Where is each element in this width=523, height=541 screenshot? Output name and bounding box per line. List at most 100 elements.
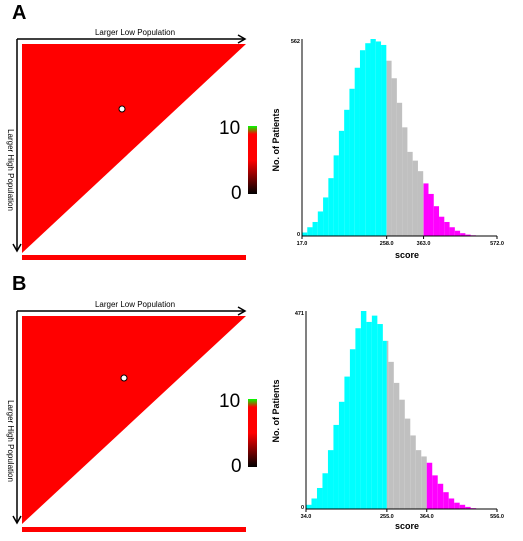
scale-min-label: 0 [231, 183, 242, 204]
histogram-bar [402, 127, 408, 236]
histogram-bar [359, 50, 366, 236]
left-axis-arrowhead [12, 243, 22, 253]
x-tick-label: 572.0 [490, 241, 504, 247]
histogram-bar [415, 450, 422, 509]
color-scale-bar [248, 126, 257, 194]
histogram-bar [433, 206, 440, 236]
histogram-bar [366, 321, 372, 509]
histogram-bar [391, 78, 397, 236]
histogram-x-label: score [395, 521, 419, 531]
histogram-bar [355, 328, 361, 509]
histogram-bar [323, 197, 329, 236]
histogram-bar [459, 504, 466, 509]
heatmap-bottom-bar [22, 255, 246, 260]
top-axis-label: Larger Low Population [95, 300, 175, 309]
histogram-bar [354, 67, 360, 236]
histogram-bar [307, 227, 313, 236]
histogram-bar [454, 502, 460, 509]
panel-label: A [12, 2, 27, 24]
x-tick-label: 255.0 [380, 514, 394, 520]
left-axis-arrowhead [12, 515, 22, 525]
histogram-bar [444, 221, 450, 236]
scale-max-label: 10 [219, 391, 240, 412]
x-tick-label: 364.0 [420, 514, 434, 520]
x-tick-label: 363.0 [417, 241, 431, 247]
histogram-bar [437, 483, 444, 509]
histogram-bar [312, 221, 318, 236]
histogram-bar [311, 498, 317, 509]
histogram-bar [407, 151, 413, 236]
histogram-bar [428, 193, 434, 236]
histogram-bar [338, 401, 345, 509]
panel-label: B [12, 273, 27, 295]
histogram-bar [349, 88, 355, 236]
histogram-bar [327, 450, 334, 509]
panel-b: B Larger Low Population Larger High Popu… [0, 271, 523, 541]
histogram-bar [460, 233, 466, 236]
histogram-bar [388, 361, 394, 509]
histogram-bar [410, 435, 416, 509]
panel-a-svg: Larger Low Population Larger High Popula… [6, 28, 504, 260]
top-axis-arrowhead [237, 306, 247, 316]
heatmap-triangle [22, 316, 246, 524]
histogram-x-label: score [395, 250, 419, 260]
x-tick-label: 258.0 [380, 241, 394, 247]
y-zero-tick-label: 0 [297, 232, 300, 238]
histogram-bar [381, 44, 387, 236]
x-tick-label: 556.0 [490, 514, 504, 520]
histogram-bar [360, 311, 367, 509]
histogram-bar [432, 475, 438, 509]
histogram-bar [396, 102, 403, 236]
histogram-bar [322, 473, 328, 509]
histogram-bar [365, 43, 371, 236]
scale-min-label: 0 [231, 456, 242, 477]
panel-a: A Larger Low Population Larger High Popu… [0, 0, 523, 270]
scale-max-label: 10 [219, 118, 240, 139]
heatmap-marker [118, 105, 126, 113]
histogram-bar [317, 211, 324, 236]
histogram-bar [344, 376, 350, 509]
histogram-bar [377, 324, 383, 509]
histogram-a: 562 0 17.0 258.0 363.0 572.0 [291, 39, 504, 247]
histogram-bar [465, 234, 471, 236]
histogram-bar [448, 498, 455, 509]
histogram-bar [371, 315, 378, 509]
histogram-bar [333, 155, 339, 236]
top-axis-arrowhead [237, 34, 247, 44]
histogram-bar [404, 418, 411, 509]
histogram-bar [386, 60, 392, 237]
histogram-bar [454, 230, 461, 236]
histogram-y-label: No. of Patients [271, 108, 281, 171]
histogram-bar [338, 130, 345, 236]
histogram-bar [386, 60, 387, 237]
top-axis-label: Larger Low Population [95, 28, 175, 37]
histogram-bar [423, 183, 429, 236]
x-tick-label: 17.0 [297, 241, 308, 247]
y-max-tick-label: 562 [291, 39, 300, 45]
histogram-bar [421, 456, 427, 509]
histogram-bar [328, 178, 334, 236]
y-max-tick-label: 471 [295, 311, 304, 317]
histogram-bar [439, 216, 445, 236]
histogram-bar [386, 340, 389, 509]
heatmap-triangle [22, 44, 246, 253]
left-axis-label: Larger High Population [6, 129, 15, 211]
left-axis-label: Larger High Population [6, 400, 15, 482]
histogram-bar [375, 41, 382, 236]
heatmap-bottom-bar [22, 527, 246, 532]
histogram-bar [423, 183, 424, 236]
histogram-bar [382, 340, 387, 509]
histogram-y-label: No. of Patients [271, 379, 281, 442]
histogram-bar [426, 462, 433, 509]
color-scale-bar [248, 399, 257, 467]
histogram-bar [302, 232, 308, 236]
histogram-bar [399, 399, 405, 509]
panel-b-svg: Larger Low Population Larger High Popula… [6, 300, 504, 532]
histogram-b: 471 0 34.0 255.0 364.0 556.0 [295, 311, 504, 520]
histogram-bar [344, 109, 350, 236]
heatmap-marker [120, 374, 128, 382]
histogram-bar [333, 424, 339, 509]
histogram-bar [465, 506, 471, 509]
histogram-bar [417, 171, 424, 236]
y-zero-tick-label: 0 [301, 505, 304, 511]
